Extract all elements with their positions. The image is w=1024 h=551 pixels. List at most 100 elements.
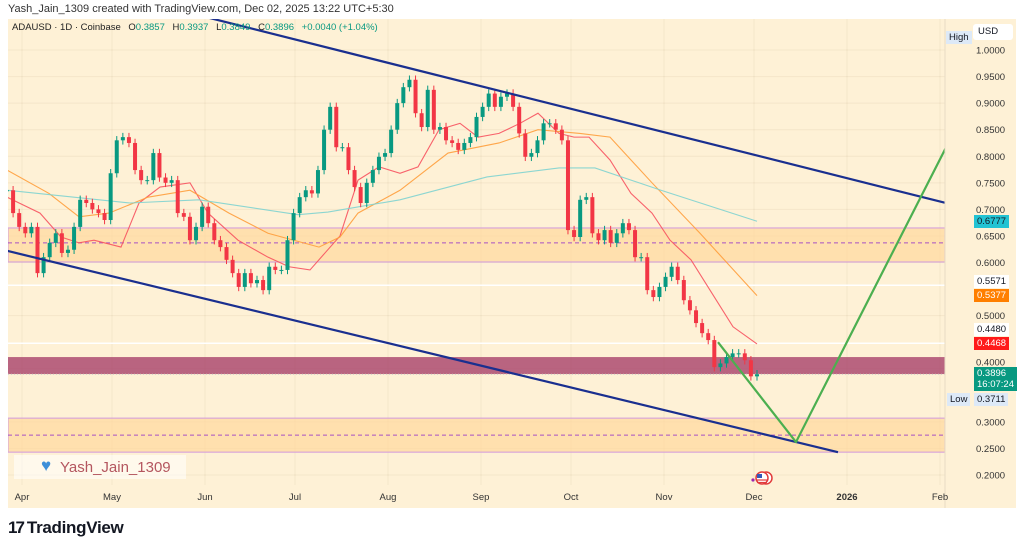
candle-up xyxy=(620,223,625,234)
candle-down xyxy=(187,216,192,241)
time-tick-label: Sep xyxy=(473,492,490,503)
price-axis[interactable]: 1.0000 0.9500 0.9000 0.8500 0.8000 0.7500 0.70… xyxy=(976,46,1005,482)
change-value: +0.0040 (+1.04%) xyxy=(301,22,378,33)
last-price-badge: 0.3896 16:07:24 xyxy=(974,367,1017,392)
candle-down xyxy=(206,206,211,224)
currency-button[interactable]: USD xyxy=(973,24,1013,40)
candle-up xyxy=(755,374,759,377)
candle-down xyxy=(742,353,747,361)
candle-up xyxy=(639,257,644,259)
candle-down xyxy=(59,233,64,253)
close-value: 0.3896 xyxy=(264,22,295,33)
candle-down xyxy=(694,310,699,324)
candle-up xyxy=(364,182,369,203)
time-tick-label: May xyxy=(103,492,121,503)
time-tick-label: Apr xyxy=(15,492,30,503)
candle-down xyxy=(23,226,28,234)
economic-event-flag-icon[interactable] xyxy=(751,471,773,485)
channel-lower-trendline[interactable] xyxy=(7,249,839,454)
candle-up xyxy=(370,170,375,183)
candle-up xyxy=(383,153,388,157)
candle-up xyxy=(169,180,174,183)
candle-up xyxy=(279,269,284,271)
candle-up xyxy=(114,140,119,174)
candle-up xyxy=(474,116,479,138)
candle-up xyxy=(584,197,589,200)
chart-credit: Yash_Jain_1309 created with TradingView.… xyxy=(8,3,394,15)
price-tick-label: 0.8500 xyxy=(976,125,1005,136)
candle-up xyxy=(486,93,491,107)
candle-down xyxy=(651,290,656,298)
candle-down xyxy=(450,140,455,143)
channel-upper-trendline[interactable] xyxy=(208,18,967,209)
low-label: L xyxy=(216,22,222,33)
candle-down xyxy=(236,273,241,287)
price-badge: 0.5377 xyxy=(974,289,1010,303)
price-badge: 0.5571 xyxy=(974,275,1010,289)
tradingview-logo[interactable]: 17 TradingView xyxy=(8,518,124,538)
candle-down xyxy=(748,360,753,377)
candle-down xyxy=(700,323,705,334)
candle-up xyxy=(724,357,729,364)
candle-down xyxy=(17,213,22,227)
candle-down xyxy=(492,93,497,107)
candle-up xyxy=(328,106,333,130)
candle-up xyxy=(437,127,442,130)
candle-down xyxy=(444,127,449,141)
candle-up xyxy=(8,190,9,192)
high-value: 0.3937 xyxy=(179,22,209,33)
tradingview-logo-icon: 17 xyxy=(8,518,25,537)
price-tick-label: 0.4000 xyxy=(976,357,1005,368)
projection-path[interactable] xyxy=(717,112,967,444)
candle-up xyxy=(72,226,77,250)
low-price-badge: 0.3711 xyxy=(974,393,1009,407)
candle-up xyxy=(663,276,668,287)
time-tick-label: Dec xyxy=(746,492,763,503)
candle-down xyxy=(608,230,613,243)
candle-up xyxy=(535,140,540,154)
candle-down xyxy=(675,266,680,281)
time-tick-label: Feb xyxy=(932,492,948,503)
candle-up xyxy=(340,147,345,149)
open-label: O xyxy=(128,22,136,33)
price-tick-label: 0.8000 xyxy=(976,152,1005,163)
candle-up xyxy=(291,213,296,241)
horizontal-lines-layer xyxy=(8,284,945,375)
price-tick-label: 0.3000 xyxy=(976,417,1005,428)
drawings-layer[interactable] xyxy=(7,18,967,454)
candle-up xyxy=(255,280,259,284)
candle-up xyxy=(242,273,247,287)
candle-down xyxy=(687,300,692,311)
candle-up xyxy=(614,233,619,243)
candle-down xyxy=(248,273,253,284)
candle-up xyxy=(297,197,302,214)
candle-down xyxy=(590,197,595,234)
price-tick-label: 0.7000 xyxy=(976,205,1005,216)
time-axis[interactable]: Apr May Jun Jul Aug Sep Oct Nov Dec 2026 Feb xyxy=(15,492,949,503)
price-badge-value: 0.6777 xyxy=(977,215,1007,227)
candle-up xyxy=(401,87,406,104)
price-tick-label: 0.5000 xyxy=(976,311,1005,322)
price-tick-label: 0.6500 xyxy=(976,231,1005,242)
symbol-legend[interactable]: ADAUSD · 1D · Coinbase O0.3857 H0.3937 L… xyxy=(12,22,378,33)
candle-down xyxy=(431,89,436,130)
moving-average-line xyxy=(8,129,758,296)
candle-down xyxy=(511,93,516,107)
low-label: Low xyxy=(947,393,971,407)
candle-up xyxy=(145,180,150,182)
candle-down xyxy=(102,213,107,220)
candle-down xyxy=(681,280,686,301)
price-badge: 0.4468 xyxy=(974,337,1010,351)
candle-down xyxy=(273,266,278,270)
candle-down xyxy=(712,340,717,368)
candle-up xyxy=(267,266,272,291)
candle-down xyxy=(706,333,711,341)
candle-up xyxy=(395,103,400,130)
candle-up xyxy=(407,79,412,88)
price-tick-label: 0.2500 xyxy=(976,444,1005,455)
time-tick-label: Jun xyxy=(197,492,212,503)
candle-down xyxy=(559,129,564,141)
candle-down xyxy=(175,180,180,214)
candle-up xyxy=(425,89,430,128)
